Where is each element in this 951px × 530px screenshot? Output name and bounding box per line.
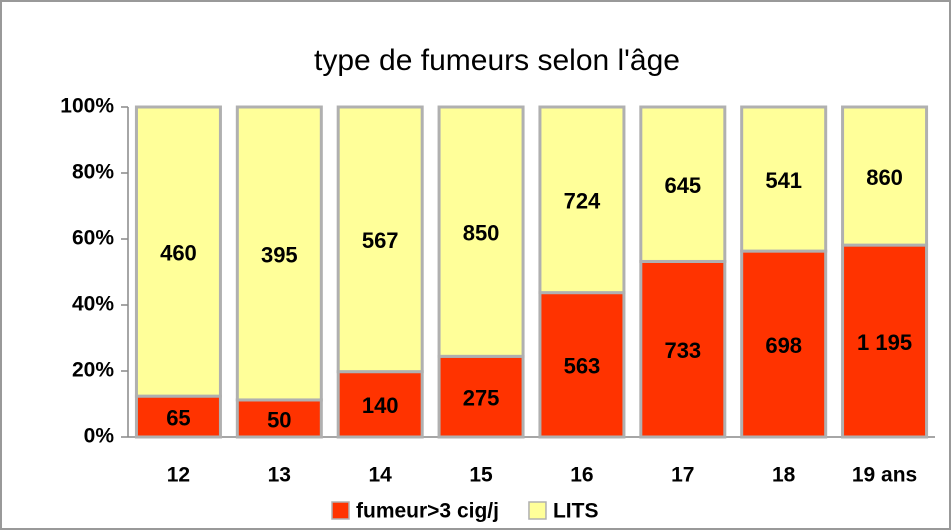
x-tick-label: 12 — [167, 464, 190, 487]
x-tick-label: 16 — [570, 464, 593, 487]
legend-swatch — [528, 501, 547, 520]
data-label: 140 — [362, 393, 399, 418]
bar-segment — [639, 105, 727, 263]
data-label: 541 — [765, 168, 802, 193]
data-label: 460 — [160, 240, 197, 265]
legend-label: fumeur>3 cig/j — [356, 500, 499, 523]
bar-segment — [437, 105, 525, 358]
y-tick-label: 20% — [72, 359, 114, 382]
bar-segment — [538, 291, 626, 439]
data-label: 65 — [166, 405, 190, 430]
y-tick-label: 0% — [84, 425, 115, 448]
y-tick-label: 60% — [72, 227, 114, 250]
data-label: 275 — [463, 385, 500, 410]
x-tick-label: 15 — [469, 464, 493, 487]
data-label: 645 — [664, 173, 701, 198]
x-tick-label: 17 — [671, 464, 694, 487]
data-label: 698 — [765, 333, 802, 358]
bar-segment — [538, 105, 626, 295]
bar-segment — [235, 105, 323, 402]
data-label: 50 — [267, 407, 291, 432]
data-label: 850 — [463, 220, 500, 245]
data-label: 563 — [564, 354, 601, 379]
data-label: 567 — [362, 228, 399, 253]
x-tick-label: 13 — [268, 464, 291, 487]
y-tick-label: 100% — [60, 95, 114, 118]
bar-segment — [134, 394, 222, 439]
data-label: 860 — [866, 165, 903, 190]
x-tick-label: 19 ans — [852, 464, 917, 487]
data-label: 1 195 — [857, 330, 912, 355]
x-tick-label: 18 — [772, 464, 796, 487]
bar-segment — [639, 259, 727, 439]
legend-swatch — [331, 501, 350, 520]
legend-label: LITS — [553, 500, 599, 523]
y-tick-label: 80% — [72, 161, 114, 184]
y-tick-label: 40% — [72, 293, 114, 316]
x-tick-label: 14 — [369, 464, 393, 487]
data-label: 395 — [261, 242, 298, 267]
data-label: 733 — [664, 338, 701, 363]
bar-segment — [740, 105, 828, 253]
data-label: 724 — [564, 189, 601, 214]
chart-title: type de fumeurs selon l'âge — [314, 44, 680, 77]
bar-segment — [134, 105, 222, 398]
bar-segment — [841, 105, 929, 247]
bar-segment — [437, 354, 525, 439]
bar-segment — [336, 105, 424, 374]
